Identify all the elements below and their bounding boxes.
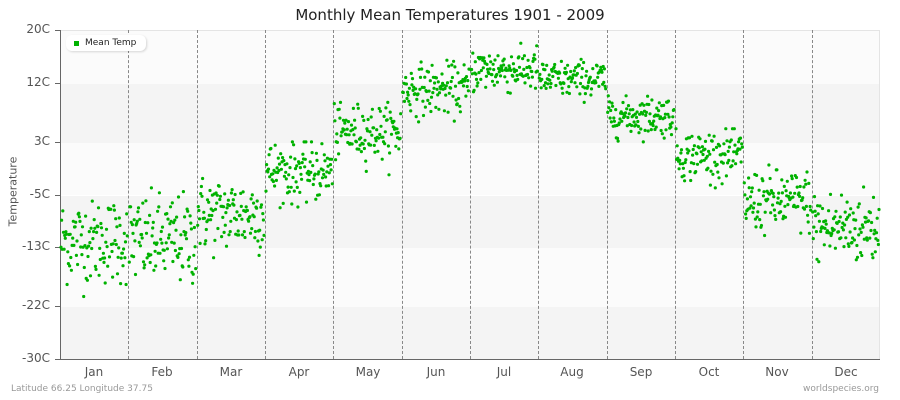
x-tick-label: Jan	[84, 365, 104, 379]
y-tick-mark	[55, 142, 60, 143]
y-tick-mark	[55, 83, 60, 84]
x-tick-label: Oct	[698, 365, 720, 379]
grid-band	[60, 142, 879, 196]
y-axis-line	[60, 30, 61, 360]
month-divider	[470, 30, 471, 359]
month-divider	[265, 30, 266, 359]
x-tick-label: Apr	[288, 365, 310, 379]
grid-band	[60, 83, 879, 143]
x-tick-label: Mar	[219, 365, 243, 379]
y-tick-label: -30C	[22, 351, 50, 365]
y-tick-mark	[55, 195, 60, 196]
x-tick-label: Aug	[560, 365, 584, 379]
grid-band	[60, 307, 879, 360]
y-tick-mark	[55, 247, 60, 248]
source-caption: worldspecies.org	[802, 384, 879, 394]
x-axis-line	[60, 359, 880, 360]
month-divider	[197, 30, 198, 359]
x-tick-label: Sep	[629, 365, 653, 379]
month-divider	[333, 30, 334, 359]
y-tick-mark	[55, 306, 60, 307]
legend-label: Mean Temp	[85, 38, 137, 48]
grid-band	[60, 248, 879, 308]
month-divider	[538, 30, 539, 359]
x-tick-label: Dec	[834, 365, 858, 379]
y-tick-label: 20C	[26, 22, 50, 36]
y-tick-label: 3C	[33, 134, 50, 148]
location-caption: Latitude 66.25 Longitude 37.75	[11, 384, 153, 394]
chart-title: Monthly Mean Temperatures 1901 - 2009	[295, 6, 605, 24]
month-divider	[812, 30, 813, 359]
month-divider	[128, 30, 129, 359]
y-tick-label: 12C	[26, 75, 50, 89]
y-tick-label: -5C	[29, 187, 50, 201]
grid-band	[60, 195, 879, 249]
y-tick-mark	[55, 30, 60, 31]
legend-swatch-icon	[74, 40, 79, 46]
x-tick-label: Nov	[765, 365, 789, 379]
y-tick-label: -22C	[22, 298, 50, 312]
month-divider	[402, 30, 403, 359]
y-tick-label: -13C	[22, 239, 50, 253]
x-tick-label: Feb	[151, 365, 173, 379]
month-divider	[607, 30, 608, 359]
month-divider	[675, 30, 676, 359]
x-tick-label: Jul	[496, 365, 512, 379]
x-tick-label: Jun	[426, 365, 446, 379]
x-tick-label: May	[355, 365, 381, 379]
y-tick-mark	[55, 359, 60, 360]
grid-band	[60, 31, 879, 84]
plot-area	[60, 30, 880, 360]
legend[interactable]: Mean Temp	[66, 35, 147, 51]
